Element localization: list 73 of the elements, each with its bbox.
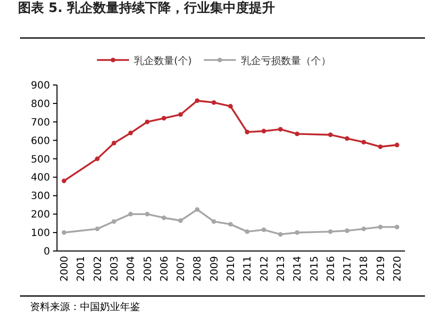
- x-tick-label: 2001: [76, 256, 88, 282]
- point: [144, 212, 150, 216]
- x-tick-label: 2008: [192, 256, 204, 282]
- chart-title: 图表 5. 乳企数量持续下降，行业集中度提升: [18, 0, 276, 16]
- x-tick-label: 2002: [92, 256, 104, 282]
- x-tick-label: 2004: [126, 256, 138, 282]
- point: [178, 112, 183, 117]
- y-tick-label: 200: [30, 210, 50, 221]
- point: [112, 140, 116, 146]
- y-tick-label: 100: [30, 228, 50, 240]
- x-tick-label: 2009: [209, 256, 220, 282]
- point: [262, 128, 266, 134]
- text: 资料来源：中国奶业年鉴: [30, 301, 140, 313]
- point: [344, 228, 350, 234]
- x-tick-label: 2011: [242, 256, 254, 282]
- point: [178, 218, 183, 223]
- point: [378, 144, 383, 150]
- x-tick-label: 2018: [359, 256, 370, 282]
- x-tick-label: 2003: [109, 256, 120, 282]
- point: [394, 142, 400, 148]
- point: [361, 140, 366, 144]
- point: [378, 224, 383, 230]
- point: [112, 219, 116, 224]
- x-tick-label: 2019: [376, 256, 387, 282]
- x-tick-label: 2017: [342, 256, 354, 282]
- point: [194, 207, 200, 212]
- legend-label: 乳企数量(个): [134, 55, 192, 67]
- point: [328, 132, 333, 138]
- point: [62, 178, 66, 184]
- point: [162, 116, 166, 120]
- point: [95, 156, 100, 162]
- point: [294, 132, 300, 136]
- point: [294, 230, 300, 235]
- point: [361, 226, 366, 232]
- point: [228, 222, 233, 227]
- x-tick-label: 2014: [292, 256, 304, 282]
- x-tick-label: 2006: [159, 256, 170, 282]
- point: [278, 126, 283, 132]
- point: [212, 100, 216, 105]
- y-tick-label: 900: [30, 80, 50, 92]
- x-tick-label: 2005: [142, 256, 154, 282]
- x-tick-label: 2010: [226, 256, 237, 282]
- y-tick-label: 400: [30, 172, 50, 184]
- x-tick-label: 2000: [60, 256, 70, 282]
- y-tick-label: 800: [30, 98, 50, 110]
- x-tick-label: 2013: [276, 256, 287, 282]
- point: [194, 98, 200, 103]
- point: [394, 224, 400, 230]
- point: [278, 232, 283, 237]
- point: [162, 216, 166, 220]
- point: [212, 219, 216, 224]
- x-tick-label: 2016: [326, 256, 337, 282]
- y-tick-label: 500: [30, 154, 50, 166]
- point: [144, 120, 150, 124]
- y-tick-label: 0: [44, 246, 50, 258]
- point: [128, 130, 133, 136]
- point: [244, 229, 250, 234]
- y-tick-label: 300: [30, 191, 50, 202]
- legend-label: 乳企亏损数量（个）: [240, 55, 331, 67]
- y-tick-label: 600: [30, 136, 50, 147]
- x-tick-label: 2007: [176, 256, 188, 282]
- point: [228, 104, 233, 109]
- point: [62, 230, 66, 235]
- point: [262, 227, 266, 232]
- point: [328, 229, 333, 234]
- x-tick-label: 2012: [259, 256, 270, 282]
- point: [244, 130, 250, 134]
- point: [128, 212, 133, 216]
- y-tick-label: 700: [30, 117, 50, 128]
- x-tick-label: 2015: [309, 256, 320, 282]
- point: [344, 136, 350, 141]
- x-tick-label: 2020: [392, 256, 404, 282]
- point: [95, 226, 100, 232]
